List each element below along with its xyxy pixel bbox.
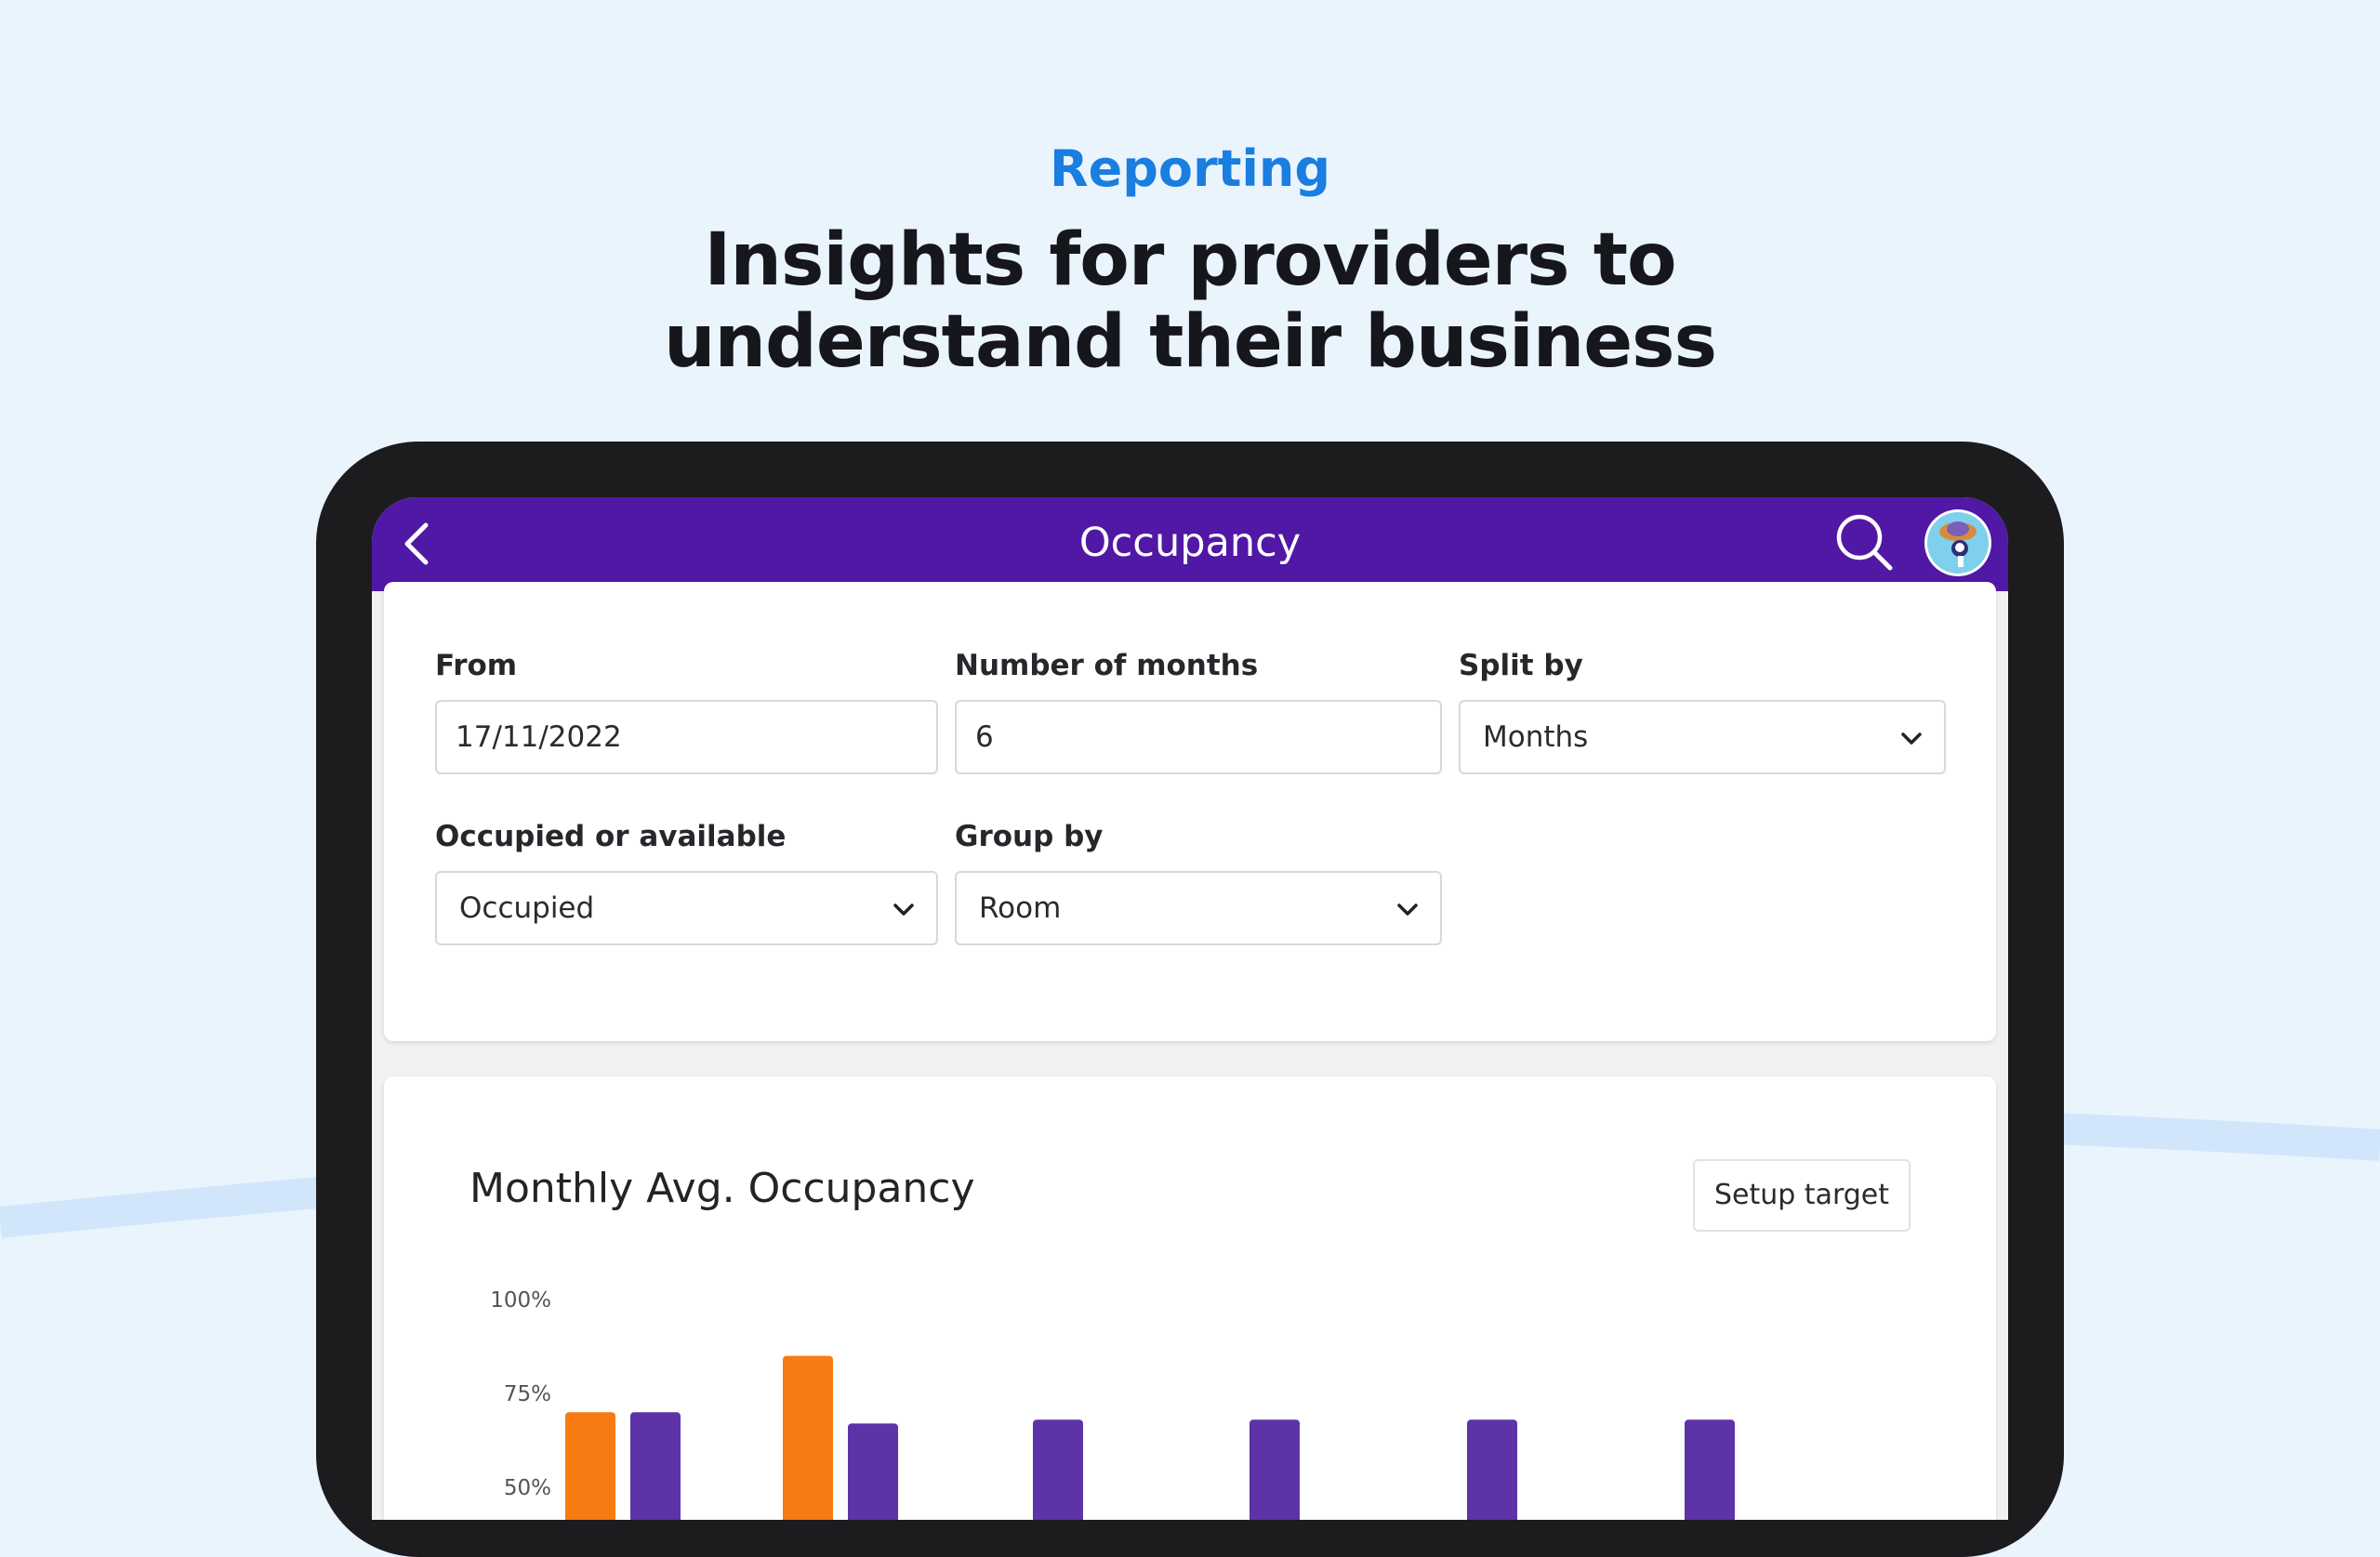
setup-target-button[interactable]: Setup target bbox=[1693, 1159, 1911, 1232]
from-date-input[interactable]: 17/11/2022 bbox=[435, 700, 938, 774]
number-of-months-input[interactable]: 6 bbox=[955, 700, 1442, 774]
months-label: Number of months bbox=[955, 649, 1259, 682]
occupied-value: Occupied bbox=[459, 891, 595, 925]
chevron-down-icon bbox=[1397, 904, 1418, 916]
group-by-label: Group by bbox=[955, 820, 1104, 853]
group-by-select[interactable]: Room bbox=[955, 871, 1442, 945]
chevron-down-icon bbox=[1901, 732, 1922, 745]
content-area: From 17/11/2022 Number of months 6 Split… bbox=[372, 582, 2008, 1520]
bar-purple bbox=[848, 1423, 898, 1520]
from-date-value: 17/11/2022 bbox=[456, 720, 622, 754]
page-title: Occupancy bbox=[1078, 520, 1302, 566]
headline-line-1: Insights for providers to bbox=[704, 218, 1676, 302]
chart-title: Monthly Avg. Occupancy bbox=[469, 1165, 975, 1212]
search-icon bbox=[1836, 514, 1893, 571]
occupancy-bar-chart: 100% 75% 50% bbox=[490, 1288, 1735, 1520]
headline-line-2: understand their business bbox=[663, 300, 1717, 384]
bar-purple bbox=[1033, 1419, 1083, 1520]
bar-purple bbox=[630, 1412, 681, 1520]
app-screen: Occupancy From 17/11/2022 Number bbox=[372, 497, 2008, 1520]
months-value: 6 bbox=[975, 720, 994, 754]
hero-headline: Insights for providers to understand the… bbox=[0, 219, 2380, 383]
bar-purple bbox=[1250, 1419, 1300, 1520]
app-bar: Occupancy bbox=[372, 497, 2008, 591]
y-tick-label: 50% bbox=[504, 1476, 551, 1500]
split-by-label: Split by bbox=[1459, 649, 1583, 682]
search-button[interactable] bbox=[1832, 510, 1897, 575]
y-tick-label: 75% bbox=[504, 1382, 551, 1406]
back-button[interactable] bbox=[392, 516, 448, 572]
bar-purple bbox=[1467, 1419, 1517, 1520]
bar-orange bbox=[783, 1355, 833, 1520]
split-by-value: Months bbox=[1483, 720, 1589, 754]
chevron-left-icon bbox=[404, 522, 429, 565]
chevron-down-icon bbox=[893, 904, 914, 916]
group-by-value: Room bbox=[979, 891, 1062, 925]
filters-card: From 17/11/2022 Number of months 6 Split… bbox=[384, 582, 1996, 1041]
avatar[interactable] bbox=[1924, 509, 1991, 576]
user-avatar-icon bbox=[1927, 512, 1989, 574]
chart-card: Monthly Avg. Occupancy Setup target 100%… bbox=[384, 1076, 1996, 1520]
bar-orange bbox=[565, 1412, 615, 1520]
bar-purple bbox=[1685, 1419, 1735, 1520]
occupied-label: Occupied or available bbox=[435, 820, 787, 853]
from-label: From bbox=[435, 649, 518, 682]
section-eyebrow: Reporting bbox=[1049, 139, 1330, 198]
occupied-select[interactable]: Occupied bbox=[435, 871, 938, 945]
split-by-select[interactable]: Months bbox=[1459, 700, 1946, 774]
y-tick-label: 100% bbox=[490, 1288, 551, 1313]
